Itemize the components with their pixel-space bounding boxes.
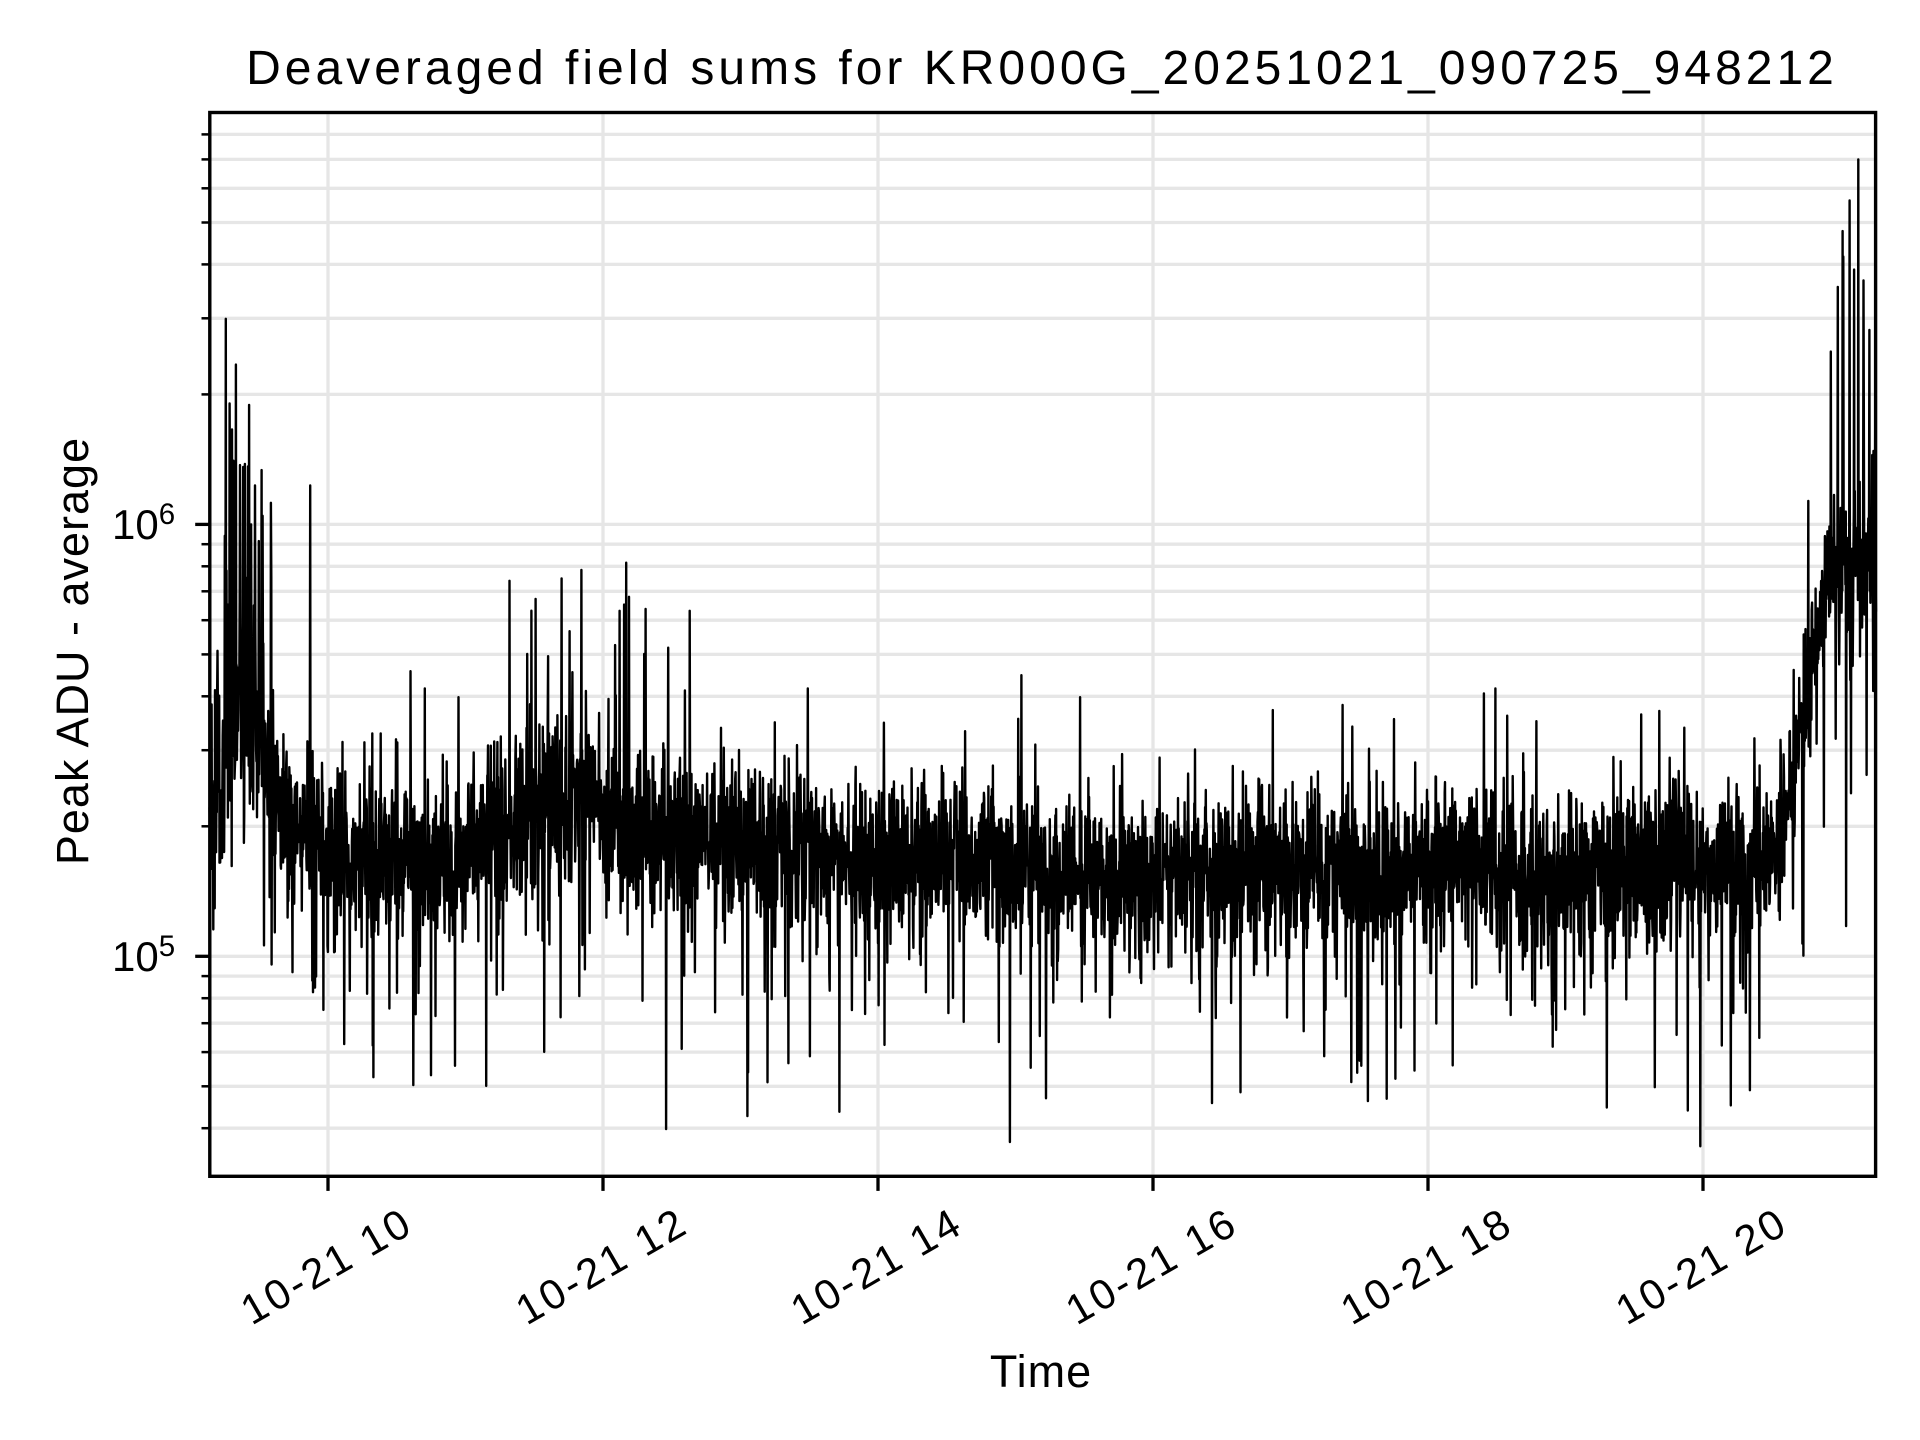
svg-text:Time: Time — [990, 1346, 1092, 1397]
svg-text:Peak ADU - average: Peak ADU - average — [47, 437, 98, 865]
svg-text:Deaveraged field sums for KR00: Deaveraged field sums for KR000G_2025102… — [246, 42, 1838, 95]
